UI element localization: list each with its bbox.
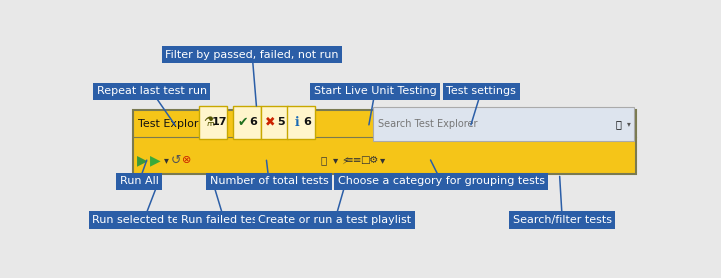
Text: Repeat last test run: Repeat last test run <box>97 86 207 96</box>
Text: ≡≡: ≡≡ <box>345 155 363 165</box>
Text: Number of total tests: Number of total tests <box>210 176 328 186</box>
FancyBboxPatch shape <box>260 106 288 139</box>
Text: Start Live Unit Testing: Start Live Unit Testing <box>314 86 436 96</box>
Text: 17: 17 <box>211 117 227 127</box>
Text: ▾: ▾ <box>164 155 169 165</box>
FancyBboxPatch shape <box>288 106 315 139</box>
Text: ⚙: ⚙ <box>369 155 378 165</box>
Text: Run selected tests: Run selected tests <box>92 215 195 225</box>
Text: Test Explorer: Test Explorer <box>138 119 209 129</box>
Text: 6: 6 <box>304 117 311 127</box>
Text: 📋: 📋 <box>320 155 327 165</box>
Text: Test settings: Test settings <box>446 86 516 96</box>
Text: 6: 6 <box>249 117 257 127</box>
Text: ▾: ▾ <box>333 155 338 165</box>
Text: ✔: ✔ <box>237 116 247 129</box>
FancyBboxPatch shape <box>233 106 260 139</box>
FancyBboxPatch shape <box>373 107 634 141</box>
Text: 🔍: 🔍 <box>616 119 622 129</box>
Text: Create or run a test playlist: Create or run a test playlist <box>258 215 412 225</box>
FancyBboxPatch shape <box>199 106 227 139</box>
Text: ▾: ▾ <box>627 119 631 128</box>
Text: Run failed tests: Run failed tests <box>181 215 267 225</box>
Text: ⚡: ⚡ <box>341 155 348 165</box>
Text: ↺: ↺ <box>170 154 181 167</box>
Text: ▼  ♦  X: ▼ ♦ X <box>595 119 628 128</box>
Text: ✖: ✖ <box>265 116 275 129</box>
FancyBboxPatch shape <box>133 110 636 173</box>
Text: ▾: ▾ <box>380 155 386 165</box>
Text: ⚗: ⚗ <box>203 116 214 129</box>
Text: Search/filter tests: Search/filter tests <box>513 215 612 225</box>
Text: □: □ <box>360 155 369 165</box>
Text: Search Test Explorer: Search Test Explorer <box>378 119 477 129</box>
Text: Choose a category for grouping tests: Choose a category for grouping tests <box>337 176 544 186</box>
Text: 5: 5 <box>277 117 285 127</box>
Text: Filter by passed, failed, not run: Filter by passed, failed, not run <box>165 50 339 60</box>
Text: Run All: Run All <box>120 176 159 186</box>
Text: ▶: ▶ <box>137 153 148 167</box>
Text: ▶: ▶ <box>150 153 161 167</box>
Text: ⊗: ⊗ <box>182 155 192 165</box>
Text: ℹ: ℹ <box>295 116 299 129</box>
